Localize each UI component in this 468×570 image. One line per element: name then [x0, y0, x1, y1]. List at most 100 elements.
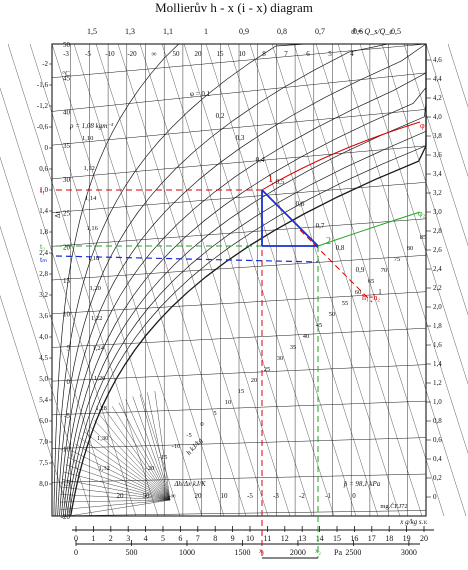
- rh-curve-label: φ = 0,1: [190, 90, 211, 98]
- fan-line: [60, 499, 171, 503]
- right-scale-label: 1,4: [433, 360, 442, 368]
- enthalpy-tick-label: 0: [200, 421, 203, 428]
- right-scale-label: 0,8: [433, 417, 442, 425]
- rh-curve: [55, 43, 339, 516]
- pressure-tick-label: 2500: [345, 548, 361, 557]
- x-tick-label: 7: [196, 534, 200, 543]
- x-tick-label: 15: [333, 534, 341, 543]
- t1-label: t₁: [40, 186, 45, 195]
- right-scale-label: 1,8: [433, 322, 442, 330]
- point-1-label: 1: [268, 174, 273, 185]
- x-tick-label: 10: [246, 534, 254, 543]
- density-axis-label: ρ = 1,08 kgm⁻³: [69, 122, 114, 130]
- rh-curve-label: 0,4: [256, 156, 265, 164]
- enthalpy-line: [403, 43, 468, 246]
- isotherm-line: [51, 182, 427, 213]
- fan-line: [79, 437, 171, 501]
- right-scale-label: 0,6: [433, 436, 442, 444]
- isotherm-line: [51, 109, 427, 146]
- right-scale-label: 1,2: [433, 379, 442, 387]
- pressure-tick-label: 2000: [290, 548, 306, 557]
- enthalpy-line: [95, 43, 247, 517]
- rh-curve: [61, 44, 427, 516]
- left-scale-label: -0,6: [37, 123, 49, 131]
- enthalpy-tick-label: 55: [342, 300, 349, 307]
- rh-curve: [62, 44, 427, 516]
- top-scale-label: 0,9: [239, 27, 249, 36]
- process-line: [261, 189, 319, 247]
- top-scale-2-label: 5: [328, 50, 332, 58]
- temperature-tick-label: 25: [63, 210, 71, 218]
- enthalpy-line-h1: [299, 229, 373, 303]
- x-tick-label: 2: [109, 534, 113, 543]
- enthalpy-tick-label: -10: [172, 443, 181, 450]
- right-scale-label: 2,6: [433, 246, 442, 254]
- point-2-label: 2: [326, 236, 331, 247]
- right-scale-label: 2,4: [433, 265, 442, 273]
- bottom-scale-label: -3: [273, 492, 279, 500]
- isotherm-line: [51, 437, 427, 449]
- rh-curves-layer: [53, 43, 427, 517]
- state-1-rh-curve: [261, 121, 421, 191]
- enthalpy-tick-label: -5: [186, 432, 191, 439]
- density-tick-label: 1,18: [88, 255, 99, 262]
- left-scale-label: 7,0: [39, 438, 48, 446]
- bottom-scale-label: -∞: [168, 492, 175, 500]
- pressure-tick-label: 500: [125, 548, 137, 557]
- x-tick-label: 1: [91, 534, 95, 543]
- top-scale-2-label: 10: [239, 50, 247, 58]
- pressure-tick-label: 1000: [179, 548, 195, 557]
- x-tick-label: 9: [231, 534, 235, 543]
- x-tick-label: 12: [281, 534, 289, 543]
- left-scale-label: -2: [42, 60, 48, 68]
- bottom-scale-label: -5: [247, 492, 253, 500]
- density-tick-label: 1,24: [93, 345, 105, 352]
- isotherm-line: [51, 218, 427, 247]
- process-layer: [55, 121, 421, 559]
- enthalpy-line: [139, 43, 291, 517]
- top-scale-label: 1,3: [125, 27, 135, 36]
- top-scale-2-label: ∞: [152, 50, 157, 58]
- rh-curve-label: 1: [378, 288, 382, 296]
- density-tick-label: 1,10: [82, 135, 93, 142]
- left-scale-label: 1,0: [39, 186, 48, 194]
- right-scale-label: 2,0: [433, 303, 442, 311]
- x2-label: x₂: [315, 547, 322, 555]
- left-scale-label: 4,0: [39, 333, 48, 341]
- fan-line: [63, 471, 171, 501]
- enthalpy-tick-label: 20: [251, 377, 258, 384]
- fan-line: [60, 486, 171, 501]
- temperature-tick-label: 10: [63, 311, 71, 319]
- right-scale-label: 3,8: [433, 132, 442, 140]
- left-scale-label: 6,0: [39, 417, 48, 425]
- x-tick-label: 11: [264, 534, 272, 543]
- enthalpy-tick-label: 25: [264, 366, 271, 373]
- x-tick-label: 0: [74, 534, 78, 543]
- enthalpy-line: [0, 156, 115, 517]
- isotherm-line: [51, 510, 427, 517]
- fan-line: [112, 406, 171, 501]
- x-tick-label: 20: [420, 534, 428, 543]
- density-tick-label: 1,14: [85, 195, 97, 202]
- fan-line: [68, 457, 171, 501]
- rh-curve-label: 0,3: [236, 134, 245, 142]
- top-scale-label: 1,1: [163, 27, 173, 36]
- fan-line: [132, 396, 171, 501]
- top-scale-2-label: -20: [127, 50, 137, 58]
- isotherm-line: [51, 400, 427, 416]
- enthalpy-line: [293, 43, 445, 517]
- fan-line: [147, 392, 171, 501]
- density-tick-label: 1,22: [91, 315, 102, 322]
- isotherm-line: [51, 72, 427, 112]
- state-2-rh-curve: [317, 211, 421, 247]
- density-tick-label: 1,30: [97, 435, 108, 442]
- left-scale-label: 0,6: [39, 165, 48, 173]
- pressure-note: p̄ = 98,1 kPa: [343, 480, 381, 488]
- x-tick-label: 19: [403, 534, 411, 543]
- enthalpy-line: [7, 43, 159, 517]
- fan-line: [60, 494, 171, 501]
- fan-line: [65, 464, 171, 501]
- h1h2-label: h₁=h₂: [362, 293, 380, 302]
- rh-curve-label: 0,6: [296, 200, 305, 208]
